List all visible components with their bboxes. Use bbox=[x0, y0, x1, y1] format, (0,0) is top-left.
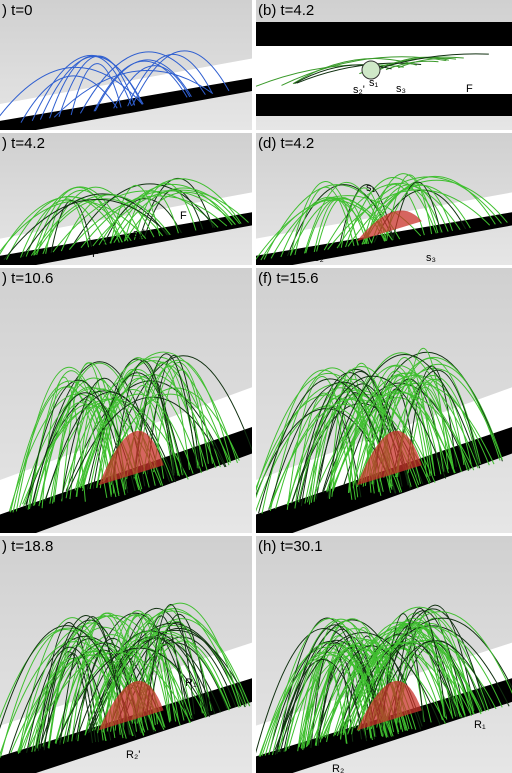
panel: ) t=4.2 s₂' F' F bbox=[0, 133, 252, 272]
panel-label: ) t=18.8 bbox=[2, 538, 53, 555]
annotation: s₃' bbox=[366, 31, 378, 43]
figure: ) t=0 (b) t=4.2 F' s₃' s₂ s₁ s₂' s₃ F ) t=4.2 s₂' F… bbox=[0, 0, 512, 773]
annotation: R₂ bbox=[332, 763, 344, 773]
panel-label: (d) t=4.2 bbox=[258, 135, 314, 152]
annotation: R₂' bbox=[126, 749, 140, 761]
annotation: F' bbox=[92, 248, 101, 260]
annotation: s₂ bbox=[399, 31, 409, 43]
annotation: s₁ bbox=[366, 182, 376, 194]
panel-label: ) t=10.6 bbox=[2, 270, 53, 287]
annotation: s₂' bbox=[314, 252, 326, 264]
annotation: R₁ bbox=[474, 719, 486, 731]
panel: (b) t=4.2 F' s₃' s₂ s₁ s₂' s₃ F bbox=[244, 0, 512, 130]
panel: (d) t=4.2 s₁ s₂' s₃ bbox=[255, 133, 512, 272]
ground-dark bbox=[256, 22, 512, 46]
panel-label: (b) t=4.2 bbox=[258, 2, 314, 19]
annotation: F bbox=[466, 83, 473, 95]
panel-label: ) t=4.2 bbox=[2, 135, 45, 152]
ground-dark bbox=[256, 94, 512, 116]
panel: (h) t=30.1 R₁ R₂ bbox=[254, 536, 512, 773]
annotation: R₁ bbox=[185, 677, 197, 689]
annotation: s₂' bbox=[133, 228, 145, 240]
annotation: F bbox=[180, 210, 187, 222]
panel: ) t=0 bbox=[0, 0, 252, 137]
annotation: s₃ bbox=[396, 83, 406, 95]
annotation: s₂' bbox=[353, 84, 365, 96]
panel-label: (f) t=15.6 bbox=[258, 270, 318, 287]
annotation: F' bbox=[296, 36, 305, 48]
panel: ) t=18.8 R₁ R₂' bbox=[0, 536, 252, 773]
panel: (f) t=15.6 bbox=[246, 268, 512, 546]
panel-label: ) t=0 bbox=[2, 2, 32, 19]
annotation: s₃ bbox=[426, 252, 436, 264]
annotation: s₁ bbox=[369, 77, 379, 89]
panel: ) t=10.6 bbox=[0, 268, 255, 546]
panel-label: (h) t=30.1 bbox=[258, 538, 323, 555]
ground-light bbox=[256, 46, 512, 94]
